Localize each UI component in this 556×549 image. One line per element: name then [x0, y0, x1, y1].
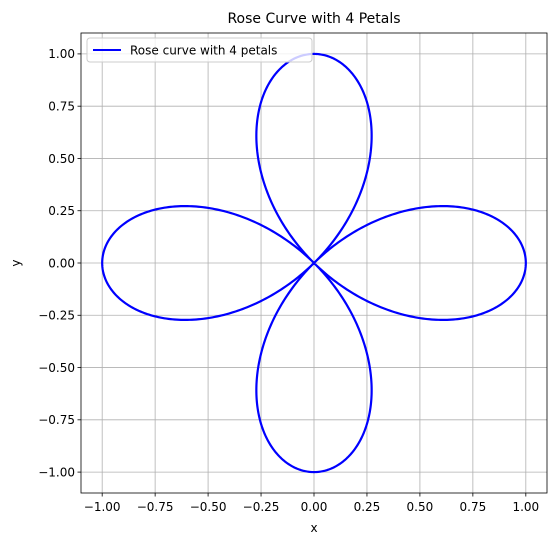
y-tick-label: 0.50 [48, 152, 75, 166]
y-tick-label: −0.25 [38, 309, 75, 323]
tick-layer: −1.00 −0.75 −0.50 −0.25 0.00 0.25 0.50 0.75 1.00… [38, 47, 539, 514]
y-tick-label: 1.00 [48, 47, 75, 61]
y-tick-label: 0.00 [48, 256, 75, 270]
x-tick-label: −0.50 [190, 500, 227, 514]
x-axis-label: x [310, 521, 317, 535]
x-tick-label: 0.25 [354, 500, 381, 514]
y-tick-label: −0.50 [38, 361, 75, 375]
legend: Rose curve with 4 petals [86, 37, 313, 63]
x-tick-label: 0.50 [407, 500, 434, 514]
x-tick-label: −0.25 [243, 500, 280, 514]
legend-label: Rose curve with 4 petals [130, 44, 277, 58]
x-tick-label: 0.75 [460, 500, 487, 514]
x-tick-label: −1.00 [84, 500, 121, 514]
legend-box [86, 37, 313, 63]
y-tick-label: 0.75 [48, 99, 75, 113]
y-tick-label: 0.25 [48, 204, 75, 218]
y-tick-label: −1.00 [38, 465, 75, 479]
series-layer [101, 52, 527, 474]
chart-title: Rose Curve with 4 Petals [227, 11, 400, 27]
x-tick-label: 0.00 [301, 500, 328, 514]
series-line-rose-curve [101, 52, 527, 474]
x-tick-label: −0.75 [137, 500, 174, 514]
y-axis-label: y [9, 259, 23, 266]
x-tick-label: 1.00 [512, 500, 539, 514]
y-tick-label: −0.75 [38, 413, 75, 427]
